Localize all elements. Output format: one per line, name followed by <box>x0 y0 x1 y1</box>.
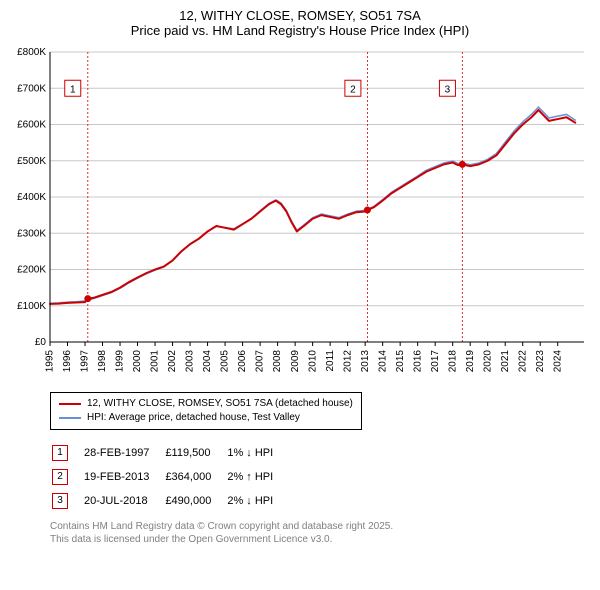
svg-text:£400K: £400K <box>17 192 46 203</box>
svg-text:2001: 2001 <box>150 350 161 373</box>
svg-text:2015: 2015 <box>395 350 406 373</box>
sale-price: £119,500 <box>165 442 225 464</box>
svg-text:2018: 2018 <box>447 350 458 373</box>
sale-number-box: 1 <box>52 445 68 461</box>
legend-swatch <box>59 403 81 405</box>
svg-text:£0: £0 <box>35 337 47 348</box>
svg-text:2006: 2006 <box>237 350 248 373</box>
chart-svg: £0 £100K £200K £300K £400K £500K £600K £700K £80… <box>10 46 590 386</box>
svg-text:1996: 1996 <box>62 350 73 373</box>
sales-table: 1 28-FEB-1997£119,5001% ↓ HPI 2 19-FEB-2013… <box>50 440 289 514</box>
sale-date: 28-FEB-1997 <box>84 442 163 464</box>
footer-line1: Contains HM Land Registry data © Crown c… <box>50 520 590 533</box>
svg-text:2013: 2013 <box>360 350 371 373</box>
footer-line2: This data is licensed under the Open Gov… <box>50 533 590 546</box>
svg-text:£300K: £300K <box>17 228 46 239</box>
sale-delta: 1% ↓ HPI <box>227 442 287 464</box>
svg-text:2021: 2021 <box>500 350 511 373</box>
svg-text:2020: 2020 <box>482 350 493 373</box>
svg-text:2010: 2010 <box>307 350 318 373</box>
svg-text:2009: 2009 <box>290 350 301 373</box>
sale-number-box: 2 <box>52 469 68 485</box>
chart-title-block: 12, WITHY CLOSE, ROMSEY, SO51 7SA Price … <box>10 8 590 38</box>
svg-text:£100K: £100K <box>17 301 46 312</box>
svg-text:£700K: £700K <box>17 83 46 94</box>
title-subtitle: Price paid vs. HM Land Registry's House … <box>10 23 590 38</box>
legend-label: 12, WITHY CLOSE, ROMSEY, SO51 7SA (detac… <box>87 397 353 411</box>
sale-date: 20-JUL-2018 <box>84 490 163 512</box>
sale-price: £364,000 <box>165 466 225 488</box>
svg-text:2003: 2003 <box>185 350 196 373</box>
svg-text:£800K: £800K <box>17 47 46 58</box>
legend-label: HPI: Average price, detached house, Test… <box>87 411 300 425</box>
legend-swatch <box>59 417 81 419</box>
svg-text:1997: 1997 <box>80 350 91 373</box>
legend-row: HPI: Average price, detached house, Test… <box>59 411 353 425</box>
svg-text:2024: 2024 <box>552 350 563 373</box>
svg-text:2005: 2005 <box>220 350 231 373</box>
legend-row: 12, WITHY CLOSE, ROMSEY, SO51 7SA (detac… <box>59 397 353 411</box>
svg-text:2017: 2017 <box>430 350 441 373</box>
svg-text:1998: 1998 <box>97 350 108 373</box>
svg-text:1999: 1999 <box>115 350 126 373</box>
price-chart: £0 £100K £200K £300K £400K £500K £600K £700K £80… <box>10 46 590 386</box>
svg-text:2016: 2016 <box>412 350 423 373</box>
sale-date: 19-FEB-2013 <box>84 466 163 488</box>
legend: 12, WITHY CLOSE, ROMSEY, SO51 7SA (detac… <box>50 392 362 430</box>
svg-text:2011: 2011 <box>325 350 336 372</box>
svg-text:2002: 2002 <box>167 350 178 373</box>
table-row: 3 20-JUL-2018£490,0002% ↓ HPI <box>52 490 287 512</box>
svg-text:2000: 2000 <box>132 350 143 373</box>
svg-text:2008: 2008 <box>272 350 283 373</box>
svg-text:1: 1 <box>70 84 76 95</box>
sale-price: £490,000 <box>165 490 225 512</box>
svg-text:2007: 2007 <box>255 350 266 373</box>
svg-text:2014: 2014 <box>377 350 388 373</box>
table-row: 2 19-FEB-2013£364,0002% ↑ HPI <box>52 466 287 488</box>
svg-text:2022: 2022 <box>517 350 528 373</box>
sale-number-box: 3 <box>52 493 68 509</box>
svg-text:2: 2 <box>350 84 356 95</box>
svg-text:3: 3 <box>445 84 451 95</box>
svg-text:2019: 2019 <box>465 350 476 373</box>
svg-text:£200K: £200K <box>17 265 46 276</box>
svg-text:£600K: £600K <box>17 120 46 131</box>
sale-delta: 2% ↑ HPI <box>227 466 287 488</box>
svg-text:1995: 1995 <box>45 350 56 373</box>
sale-delta: 2% ↓ HPI <box>227 490 287 512</box>
svg-text:£500K: £500K <box>17 156 46 167</box>
footer-attribution: Contains HM Land Registry data © Crown c… <box>50 520 590 546</box>
svg-text:2012: 2012 <box>342 350 353 373</box>
svg-text:2004: 2004 <box>202 350 213 373</box>
title-address: 12, WITHY CLOSE, ROMSEY, SO51 7SA <box>10 8 590 23</box>
svg-text:2023: 2023 <box>535 350 546 373</box>
table-row: 1 28-FEB-1997£119,5001% ↓ HPI <box>52 442 287 464</box>
